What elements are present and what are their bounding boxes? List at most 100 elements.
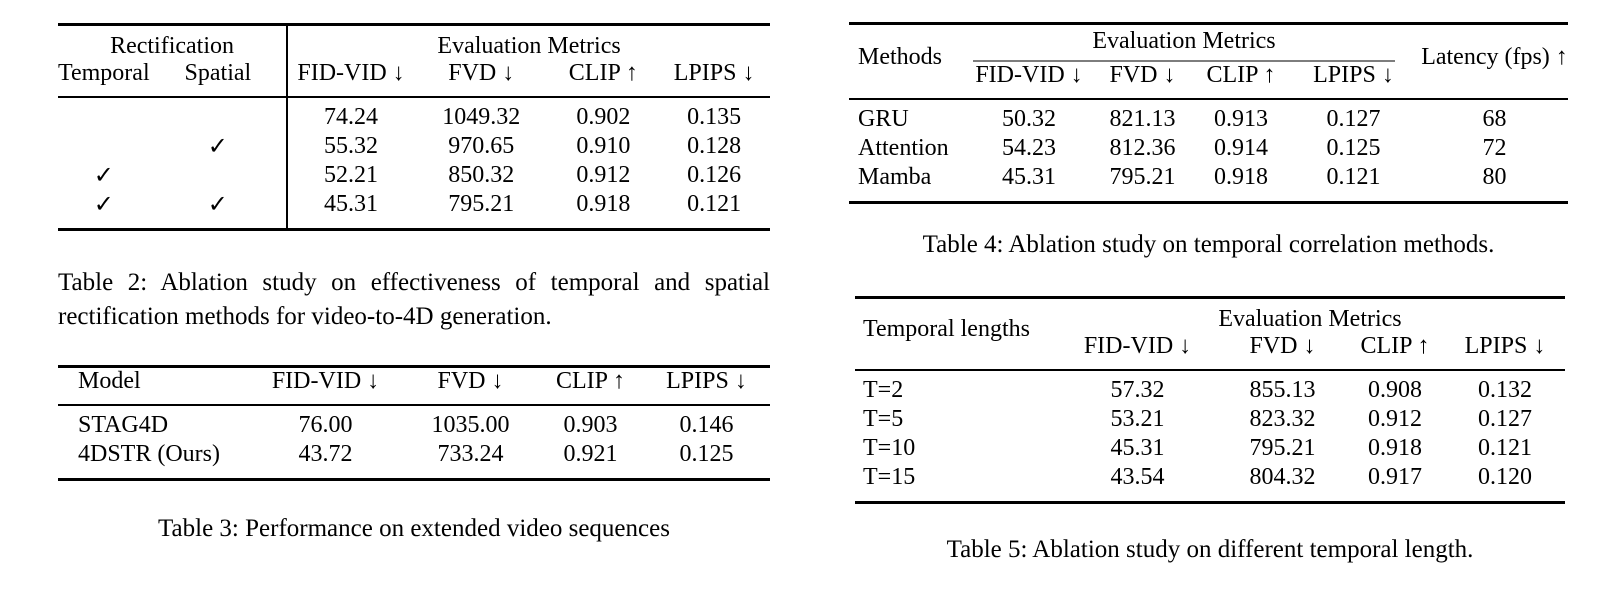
- column-header-methods: Methods: [849, 23, 969, 100]
- table-cell: 43.54: [1110, 464, 1165, 490]
- row-label: T=15: [863, 464, 916, 490]
- table-cell: 0.918: [1214, 164, 1268, 190]
- table-row: T=5 53.21 823.32 0.912 0.127: [855, 405, 1565, 434]
- table-row: ✓ ✓ 45.31 795.21 0.918 0.121: [58, 190, 770, 230]
- column-header-latency: Latency (fps) ↑: [1421, 23, 1568, 100]
- table-cell: 52.21: [324, 162, 379, 188]
- checkmark-icon: ✓: [93, 163, 114, 189]
- column-header-fid-vid: FID-VID ↓: [1055, 333, 1220, 371]
- table-cell: 45.31: [1002, 164, 1056, 190]
- column-header-clip: CLIP ↑: [1345, 333, 1445, 371]
- table-3-caption: Table 3: Performance on extended video s…: [158, 515, 670, 542]
- table-cell: 823.32: [1249, 406, 1316, 432]
- table-cell: 0.912: [576, 162, 631, 188]
- table-5: Temporal lengths Evaluation Metrics FID-…: [855, 296, 1565, 504]
- row-label: STAG4D: [78, 412, 169, 438]
- table-cell: 0.146: [679, 412, 734, 438]
- table-cell: 45.31: [1110, 435, 1165, 461]
- column-header-temporal: Temporal: [58, 60, 150, 98]
- column-header-clip: CLIP ↑: [548, 60, 659, 98]
- table-row: ✓ 52.21 850.32 0.912 0.126: [58, 161, 770, 190]
- table-cell: 733.24: [437, 441, 504, 467]
- table-cell: 0.918: [576, 191, 631, 217]
- column-header-fvd: FVD ↓: [1089, 62, 1196, 100]
- table-cell: 970.65: [448, 133, 515, 159]
- table-cell: 0.902: [576, 104, 631, 130]
- table-cell: 0.121: [1326, 164, 1381, 190]
- table-cell: 0.128: [687, 133, 742, 159]
- table-cell: 0.127: [1326, 106, 1381, 132]
- column-header-fvd: FVD ↓: [403, 366, 538, 406]
- table-2: Rectification Evaluation Metrics Tempora…: [58, 23, 770, 231]
- table-row: 4DSTR (Ours) 43.72 733.24 0.921 0.125: [58, 440, 770, 480]
- table-row: GRU 50.32 821.13 0.913 0.127 68: [849, 99, 1568, 134]
- table-cell: 74.24: [324, 104, 379, 130]
- table-cell: 795.21: [448, 191, 515, 217]
- table-row: T=2 57.32 855.13 0.908 0.132: [855, 370, 1565, 405]
- table-cell: 0.121: [687, 191, 742, 217]
- table-cell: 795.21: [1109, 164, 1176, 190]
- column-header-temporal-lengths: Temporal lengths: [855, 297, 1055, 371]
- table-cell: 0.121: [1478, 435, 1532, 461]
- evaluation-metrics-label: Evaluation Metrics: [973, 28, 1395, 62]
- table-cell: 812.36: [1109, 135, 1176, 161]
- column-header-fid-vid: FID-VID ↓: [969, 62, 1089, 100]
- table-cell: 0.910: [576, 133, 631, 159]
- table-cell: 0.917: [1368, 464, 1422, 490]
- table-cell: 855.13: [1249, 377, 1316, 403]
- table-cell: 43.72: [298, 441, 353, 467]
- row-label: T=10: [863, 435, 916, 461]
- column-header-lpips: LPIPS ↓: [658, 60, 770, 98]
- table-cell: 50.32: [1002, 106, 1056, 132]
- row-label: Attention: [858, 135, 949, 161]
- table-cell: 0.125: [679, 441, 734, 467]
- row-label: T=5: [863, 406, 904, 432]
- column-header-fvd: FVD ↓: [1220, 333, 1345, 371]
- table-row: 74.24 1049.32 0.902 0.135: [58, 97, 770, 132]
- table-5-caption: Table 5: Ablation study on different tem…: [946, 536, 1474, 563]
- table-cell: 72: [1482, 135, 1507, 161]
- table-cell: 0.120: [1478, 464, 1532, 490]
- table-cell: 80: [1482, 164, 1507, 190]
- column-header-lpips: LPIPS ↓: [1445, 333, 1565, 371]
- table-cell: 850.32: [448, 162, 515, 188]
- table-2-caption: Table 2: Ablation study on effectiveness…: [58, 269, 770, 330]
- table-cell: 0.918: [1368, 435, 1422, 461]
- row-label: Mamba: [858, 164, 932, 190]
- column-header-clip: CLIP ↑: [538, 366, 643, 406]
- column-header-fvd: FVD ↓: [413, 60, 549, 98]
- row-label: 4DSTR (Ours): [78, 441, 220, 467]
- table-cell: 54.23: [1002, 135, 1056, 161]
- table-row: ✓ 55.32 970.65 0.910 0.128: [58, 132, 770, 161]
- table-cell: 0.127: [1478, 406, 1532, 432]
- table-cell: 76.00: [298, 412, 353, 438]
- table-cell: 53.21: [1110, 406, 1165, 432]
- table-cell: 0.913: [1214, 106, 1268, 132]
- table-cell: 0.908: [1368, 377, 1422, 403]
- table-cell: 0.903: [563, 412, 618, 438]
- table-cell: 0.921: [563, 441, 618, 467]
- row-label: T=2: [863, 377, 904, 403]
- table-row: Mamba 45.31 795.21 0.918 0.121 80: [849, 163, 1568, 203]
- column-header-fid-vid: FID-VID ↓: [248, 366, 403, 406]
- column-header-model: Model: [58, 366, 248, 406]
- table-cell: 57.32: [1110, 377, 1165, 403]
- column-header-spatial: Spatial: [149, 60, 289, 98]
- group-header-evaluation-metrics: Evaluation Metrics: [1218, 306, 1402, 332]
- table-cell: 804.32: [1249, 464, 1316, 490]
- table-4: Methods Evaluation Metrics Latency (fps)…: [849, 22, 1568, 204]
- table-cell: 0.126: [687, 162, 742, 188]
- table-cell: 0.914: [1214, 135, 1268, 161]
- group-header-evaluation-metrics: Evaluation Metrics: [969, 24, 1421, 62]
- row-label: GRU: [858, 106, 909, 132]
- table-cell: 821.13: [1109, 106, 1176, 132]
- empty-cell: [58, 97, 150, 132]
- table-4-caption: Table 4: Ablation study on temporal corr…: [922, 231, 1495, 258]
- table-2-grid: Rectification Evaluation Metrics Tempora…: [58, 23, 770, 231]
- table-4-grid: Methods Evaluation Metrics Latency (fps)…: [849, 22, 1568, 204]
- table-cell: 0.132: [1478, 377, 1532, 403]
- table-cell: 55.32: [324, 133, 379, 159]
- table-3-grid: Model FID-VID ↓ FVD ↓ CLIP ↑ LPIPS ↓ STA…: [58, 365, 770, 481]
- group-header-rectification: Rectification: [58, 24, 289, 60]
